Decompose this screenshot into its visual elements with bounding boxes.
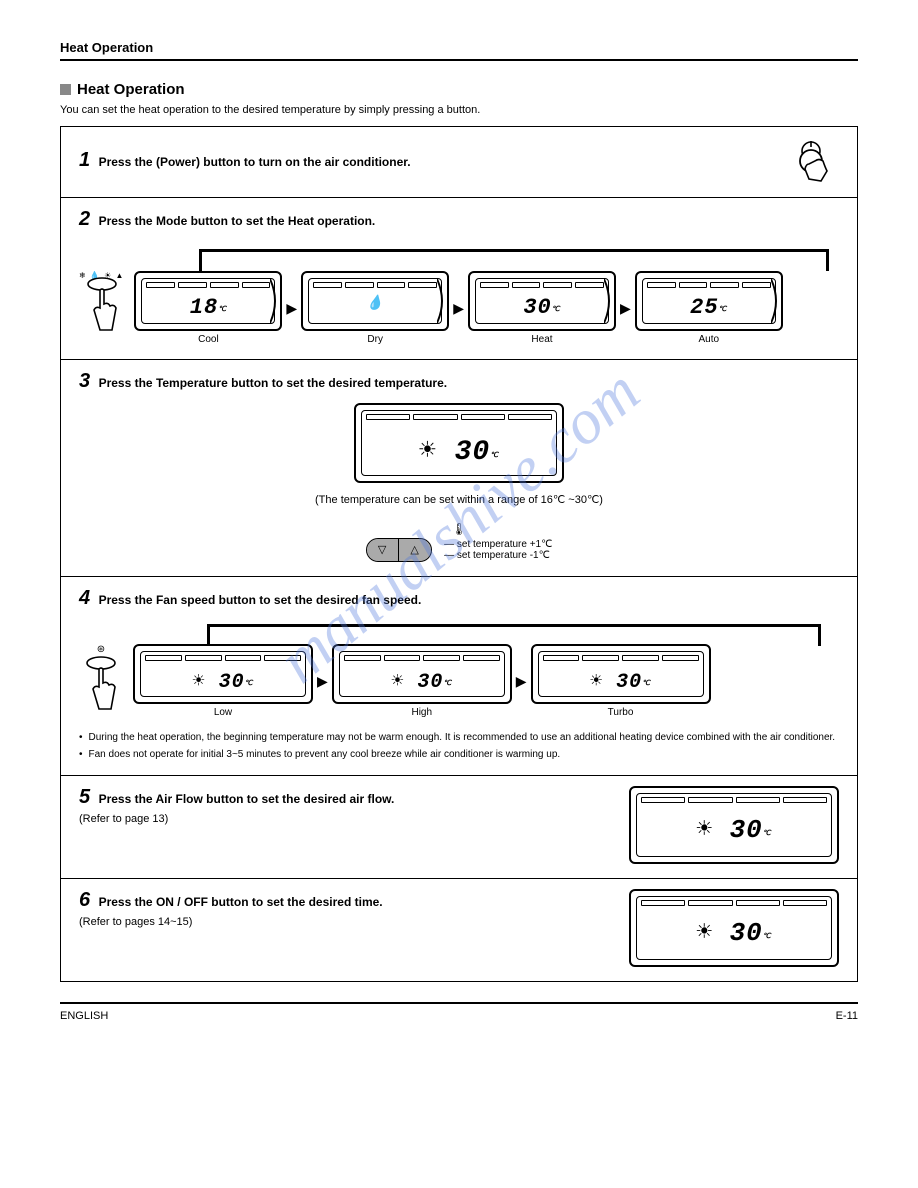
lcd-cool-unit: ℃ <box>218 306 227 314</box>
arrow-icon: ▶ <box>286 300 297 317</box>
footer-page: E-11 <box>836 1010 858 1022</box>
step-3-range: (The temperature can be set within a ran… <box>79 493 839 508</box>
temp-up-down-labels: — set temperature +1℃ — set temperature … <box>444 539 552 561</box>
lcd-step6-temp: 30 <box>730 918 763 948</box>
lcd-heat-unit: ℃ <box>552 306 561 314</box>
step-2-number: 2 <box>79 208 90 230</box>
lcd-cool: 18℃ <box>134 271 282 331</box>
step-5-ref: (Refer to page 13) <box>79 813 168 825</box>
mode-label-cool: Cool <box>198 334 219 345</box>
arrow-icon: ▶ <box>516 673 527 690</box>
footer-brand: ENGLISH <box>60 1010 108 1022</box>
fan-label-high: High <box>411 707 432 718</box>
step-4-note1: During the heat operation, the beginning… <box>89 731 836 744</box>
intro-text: You can set the heat operation to the de… <box>60 104 858 116</box>
temp-down-icon[interactable]: ▽ <box>367 539 399 561</box>
fan-button-press: ⊛ <box>79 644 123 719</box>
arrow-icon: ▶ <box>620 300 631 317</box>
fan-label-low: Low <box>214 707 232 718</box>
step-6: 6 Press the ON / OFF button to set the d… <box>61 878 857 981</box>
step-4-text: Press the Fan speed button to set the de… <box>99 593 422 607</box>
lcd-cool-temp: 18 <box>190 295 218 320</box>
step-2: 2 Press the Mode button to set the Heat … <box>61 197 857 359</box>
fan-high-temp: 30 <box>417 671 443 694</box>
lcd-step6: ☀ 30℃ <box>629 889 839 967</box>
section-title-text: Heat Operation <box>77 81 185 98</box>
step-6-text: Press the ON / OFF button to set the des… <box>99 895 383 909</box>
section-title: Heat Operation <box>60 81 858 98</box>
lcd-heat-temp: 30 <box>523 295 551 320</box>
arrow-icon: ▶ <box>453 300 464 317</box>
lcd-step3-unit: ℃ <box>490 452 499 460</box>
temp-up-label: set temperature +1℃ <box>457 539 552 550</box>
step-6-number: 6 <box>79 889 90 911</box>
lcd-step3: ☀ 30℃ <box>354 403 564 483</box>
lcd-auto-temp: 25 <box>690 295 718 320</box>
step-4-note2: Fan does not operate for initial 3~5 min… <box>89 748 561 761</box>
fan-icon: ⊛ <box>97 644 105 655</box>
lcd-auto-unit: ℃ <box>719 306 728 314</box>
step-5-number: 5 <box>79 786 90 808</box>
power-press-icon <box>783 137 839 183</box>
lcd-dry: 💧 <box>301 271 449 331</box>
lcd-step5: ☀ 30℃ <box>629 786 839 864</box>
fan-label-turbo: Turbo <box>608 707 634 718</box>
temp-down-label: set temperature -1℃ <box>457 550 550 561</box>
step-1: 1 Press the (Power) button to turn on th… <box>61 127 857 197</box>
mode-label-heat: Heat <box>531 334 552 345</box>
temp-up-icon[interactable]: △ <box>399 539 431 561</box>
step-4-number: 4 <box>79 587 90 609</box>
step-5: 5 Press the Air Flow button to set the d… <box>61 775 857 878</box>
step-3-number: 3 <box>79 370 90 392</box>
fan-turbo-temp: 30 <box>616 671 642 694</box>
lcd-auto: 25℃ <box>635 271 783 331</box>
hand-press-icon <box>80 276 124 340</box>
header-title: Heat Operation <box>60 40 153 55</box>
step-4: 4 Press the Fan speed button to set the … <box>61 576 857 775</box>
mode-label-auto: Auto <box>698 334 719 345</box>
hand-press-icon <box>79 655 123 719</box>
step-1-number: 1 <box>79 149 90 171</box>
lcd-fan-low: ☀ 30℃ <box>133 644 313 704</box>
step-3: 3 Press the Temperature button to set th… <box>61 359 857 576</box>
step-3-text: Press the Temperature button to set the … <box>99 376 448 390</box>
temperature-button[interactable]: ▽ △ <box>366 538 432 562</box>
mode-label-dry: Dry <box>367 334 383 345</box>
page-header: Heat Operation <box>60 40 858 61</box>
fan-low-temp: 30 <box>219 671 245 694</box>
section-bullet-icon <box>60 84 71 95</box>
mode-button-press: ❄ 💧 ☀ ▲ <box>79 271 124 340</box>
step-5-text: Press the Air Flow button to set the des… <box>99 792 395 806</box>
steps-box: 1 Press the (Power) button to turn on th… <box>60 126 858 982</box>
lcd-step5-temp: 30 <box>730 815 763 845</box>
lcd-fan-high: ☀ 30℃ <box>332 644 512 704</box>
lcd-heat: 30℃ <box>468 271 616 331</box>
arrow-icon: ▶ <box>317 673 328 690</box>
lcd-fan-turbo: ☀ 30℃ <box>531 644 711 704</box>
step-6-ref: (Refer to pages 14~15) <box>79 916 192 928</box>
page-footer: ENGLISH E-11 <box>60 1002 858 1022</box>
step-1-text: Press the (Power) button to turn on the … <box>99 155 411 169</box>
page-container: manualshive.com Heat Operation Heat Oper… <box>0 0 918 1052</box>
lcd-step3-temp: 30 <box>455 437 491 468</box>
step-2-text: Press the Mode button to set the Heat op… <box>99 214 376 228</box>
